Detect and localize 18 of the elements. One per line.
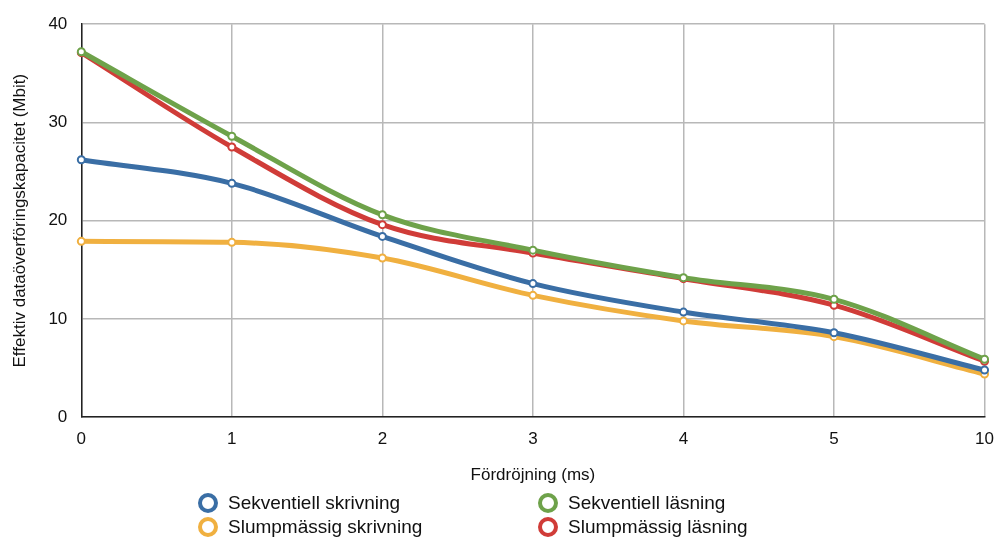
y-tick-label: 10 <box>48 308 68 328</box>
legend-label: Sekventiell läsning <box>568 492 726 514</box>
x-tick-label: 5 <box>829 429 839 449</box>
x-tick-label: 10 <box>975 429 995 449</box>
y-axis-title: Effektiv dataöverföringskapacitet (Mbit) <box>9 73 29 368</box>
legend-label: Sekventiell skrivning <box>228 492 401 514</box>
legend-label: Slumpmässig läsning <box>568 516 748 538</box>
x-tick-label: 1 <box>227 429 237 449</box>
x-tick-label: 3 <box>528 429 538 449</box>
y-tick-label: 20 <box>48 210 68 230</box>
y-tick-label: 40 <box>48 13 68 33</box>
legend-label: Slumpmässig skrivning <box>228 516 423 538</box>
x-tick-label: 0 <box>76 429 87 449</box>
y-tick-label: 0 <box>57 406 68 426</box>
x-tick-label: 4 <box>678 429 689 449</box>
x-tick-label: 2 <box>377 429 388 449</box>
x-axis-title: Fördröjning (ms) <box>470 465 596 485</box>
y-tick-label: 30 <box>48 112 68 132</box>
